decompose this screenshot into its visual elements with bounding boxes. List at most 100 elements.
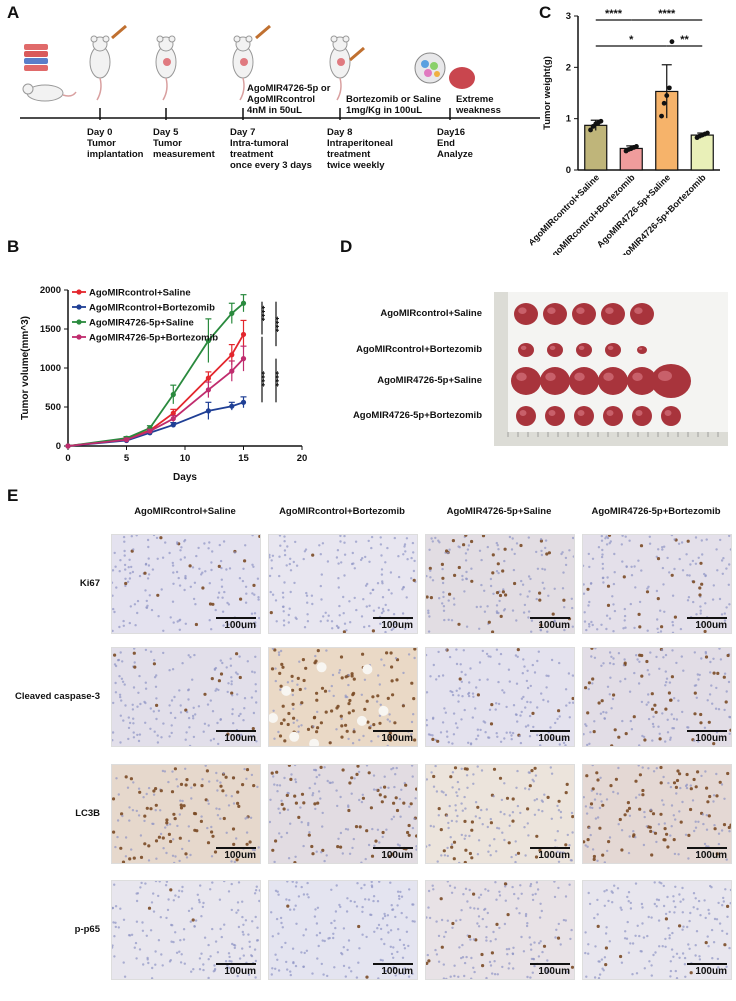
nucleus — [532, 780, 535, 783]
nucleus — [624, 930, 627, 933]
nucleus — [321, 825, 324, 828]
nucleus — [135, 535, 138, 537]
nucleus — [699, 612, 702, 615]
scale-bar — [687, 963, 727, 965]
nucleus — [543, 793, 546, 796]
nucleus — [671, 594, 675, 597]
nucleus — [446, 846, 449, 850]
nucleus — [216, 814, 220, 817]
nucleus — [571, 536, 574, 540]
nucleus — [625, 565, 628, 569]
nucleus — [699, 914, 702, 917]
nucleus — [221, 596, 224, 599]
nucleus — [565, 704, 568, 707]
mouse-icon — [89, 35, 111, 101]
nucleus — [198, 901, 201, 904]
nucleus — [503, 547, 507, 551]
nucleus — [680, 541, 684, 544]
tumor — [605, 343, 621, 357]
nucleus — [559, 943, 562, 946]
nucleus — [522, 695, 525, 699]
x-tick-label: 5 — [124, 453, 130, 464]
nucleus — [185, 731, 188, 734]
nucleus — [171, 564, 175, 567]
timeline-desc: Tumor measurement — [153, 138, 215, 160]
nucleus — [381, 580, 384, 583]
nucleus — [342, 946, 345, 949]
nucleus — [492, 795, 495, 798]
nucleus — [654, 951, 657, 954]
significance-label: **** — [269, 317, 280, 333]
nucleus — [277, 730, 280, 734]
nucleus — [547, 551, 551, 555]
nucleus — [315, 934, 319, 937]
nucleus — [526, 669, 529, 672]
nucleus — [549, 726, 552, 729]
nucleus — [394, 657, 398, 660]
ihc-tissue — [269, 648, 417, 746]
nucleus — [507, 841, 511, 845]
nucleus — [487, 889, 490, 892]
nucleus — [693, 691, 697, 695]
nucleus — [591, 848, 595, 851]
nucleus — [271, 935, 274, 938]
nucleus — [401, 704, 405, 708]
nucleus — [150, 901, 154, 904]
nucleus — [277, 969, 281, 972]
nucleus — [612, 790, 615, 794]
nucleus — [338, 604, 341, 608]
nucleus — [725, 690, 728, 693]
nucleus — [671, 649, 674, 652]
nucleus — [112, 607, 115, 611]
nucleus — [689, 971, 693, 975]
nucleus — [443, 854, 447, 857]
nucleus — [645, 590, 650, 594]
nucleus — [396, 950, 399, 954]
nucleus — [516, 655, 519, 658]
nucleus — [436, 860, 439, 863]
legend-entry: AgoMIRcontrol+Bortezomib — [89, 303, 215, 314]
nucleus — [571, 625, 574, 628]
nucleus — [426, 595, 429, 599]
scale-bar — [687, 617, 727, 619]
nucleus — [211, 834, 215, 838]
nucleus — [531, 893, 534, 896]
nucleus — [681, 800, 684, 804]
nucleus — [342, 964, 346, 968]
nucleus — [496, 826, 499, 830]
nucleus — [319, 765, 323, 769]
nucleus — [570, 597, 573, 600]
nucleus — [559, 816, 563, 819]
nucleus — [412, 551, 415, 554]
nucleus — [257, 846, 260, 849]
nucleus — [396, 904, 399, 907]
nucleus — [432, 785, 436, 788]
nucleus — [595, 792, 599, 795]
nucleus — [649, 808, 653, 811]
nucleus — [483, 589, 486, 592]
nucleus — [673, 911, 676, 914]
nucleus — [344, 675, 348, 679]
nucleus — [460, 718, 463, 721]
nucleus — [448, 655, 452, 659]
nucleus — [326, 619, 329, 622]
nucleus — [553, 620, 556, 623]
nucleus — [538, 591, 542, 595]
nucleus — [448, 592, 452, 596]
nucleus — [698, 955, 701, 958]
nucleus — [124, 577, 127, 580]
nucleus — [244, 817, 247, 820]
data-point — [240, 399, 247, 405]
nucleus — [703, 726, 707, 729]
nucleus — [238, 675, 242, 680]
nucleus — [597, 960, 600, 963]
nucleus — [203, 936, 207, 939]
nucleus — [671, 624, 675, 627]
nucleus — [170, 923, 173, 927]
nucleus — [511, 819, 515, 823]
nucleus — [635, 972, 639, 975]
legend-marker — [76, 319, 82, 325]
nucleus — [562, 571, 565, 574]
nucleus — [587, 891, 590, 895]
nucleus — [626, 801, 630, 805]
